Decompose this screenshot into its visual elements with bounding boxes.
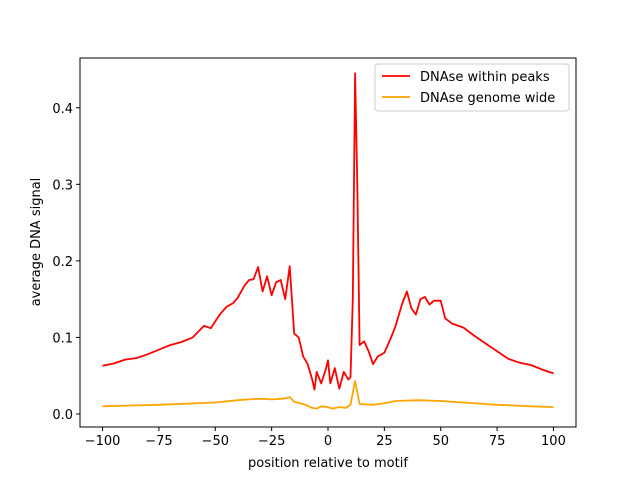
plot-frame xyxy=(79,57,577,428)
y-tick-label: 0.1 xyxy=(52,331,73,346)
x-tick-label: −75 xyxy=(145,434,172,449)
y-tick-label: 0.4 xyxy=(52,102,73,117)
x-axis-label: position relative to motif xyxy=(248,456,408,471)
x-tick-label: 50 xyxy=(432,434,449,449)
y-axis: 0.0 0.1 0.2 0.3 0.4 xyxy=(52,102,80,423)
x-tick-label: 75 xyxy=(489,434,506,449)
x-tick-label: 100 xyxy=(541,434,566,449)
legend-label-peaks: DNAse within peaks xyxy=(420,70,550,85)
legend-box xyxy=(374,63,570,112)
x-tick-label: 0 xyxy=(324,434,332,449)
series-line-0 xyxy=(102,72,554,391)
x-tick-label: −25 xyxy=(258,434,285,449)
series-line-1 xyxy=(102,380,554,410)
legend: DNAse within peaks DNAse genome wide xyxy=(374,63,570,112)
y-tick-label: 0.2 xyxy=(52,255,73,270)
y-tick-label: 0.0 xyxy=(52,408,73,423)
y-axis-label: average DNA signal xyxy=(29,178,44,307)
x-axis: −100 −75 −50 −25 0 25 50 75 100 xyxy=(85,427,566,449)
x-tick-label: 25 xyxy=(376,434,393,449)
x-tick-label: −50 xyxy=(202,434,229,449)
y-tick-label: 0.3 xyxy=(52,178,73,193)
legend-label-genome: DNAse genome wide xyxy=(420,91,555,106)
series-layer xyxy=(102,72,554,410)
x-tick-label: −100 xyxy=(85,434,121,449)
